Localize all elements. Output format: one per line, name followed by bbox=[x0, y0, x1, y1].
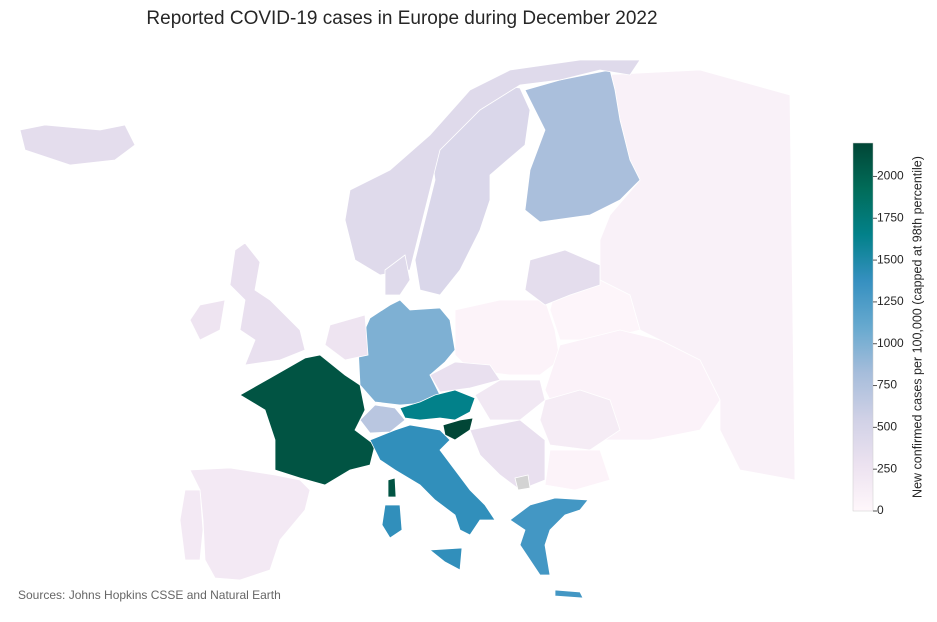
region bbox=[539, 389, 621, 451]
colorbar-label: New confirmed cases per 100,000 (capped … bbox=[910, 156, 924, 498]
region bbox=[474, 379, 546, 421]
map-title: Reported COVID-19 cases in Europe during… bbox=[146, 8, 657, 29]
colorbar-tick-label: 1250 bbox=[877, 294, 904, 308]
region bbox=[399, 389, 476, 421]
region bbox=[544, 449, 611, 491]
colorbar-tick-label: 500 bbox=[877, 420, 897, 434]
region bbox=[359, 404, 406, 434]
region bbox=[554, 589, 584, 599]
region bbox=[442, 417, 474, 441]
region bbox=[469, 419, 546, 491]
region bbox=[384, 254, 411, 296]
region bbox=[509, 497, 589, 576]
region bbox=[524, 69, 641, 223]
region bbox=[179, 489, 204, 561]
source-note: Sources: Johns Hopkins CSSE and Natural … bbox=[18, 588, 281, 602]
region bbox=[239, 354, 376, 486]
colorbar-tick-label: 250 bbox=[877, 461, 897, 475]
colorbar-tick-label: 1500 bbox=[877, 252, 904, 266]
region bbox=[428, 547, 463, 571]
colorbar-tick-label: 0 bbox=[877, 503, 884, 517]
region bbox=[189, 299, 226, 341]
colorbar-tick-label: 2000 bbox=[877, 169, 904, 183]
region bbox=[229, 242, 306, 366]
region bbox=[189, 467, 311, 581]
region bbox=[357, 299, 456, 406]
region bbox=[324, 314, 369, 361]
region bbox=[524, 249, 601, 306]
region bbox=[514, 474, 531, 491]
colorbar-tick-label: 1750 bbox=[877, 210, 904, 224]
colorbar-tick-label: 1000 bbox=[877, 336, 904, 350]
region bbox=[19, 124, 136, 166]
region bbox=[381, 504, 403, 539]
regions bbox=[19, 59, 796, 599]
colorbar-tick-label: 750 bbox=[877, 378, 897, 392]
region bbox=[369, 424, 496, 536]
colorbar bbox=[852, 142, 874, 512]
region bbox=[387, 477, 397, 498]
